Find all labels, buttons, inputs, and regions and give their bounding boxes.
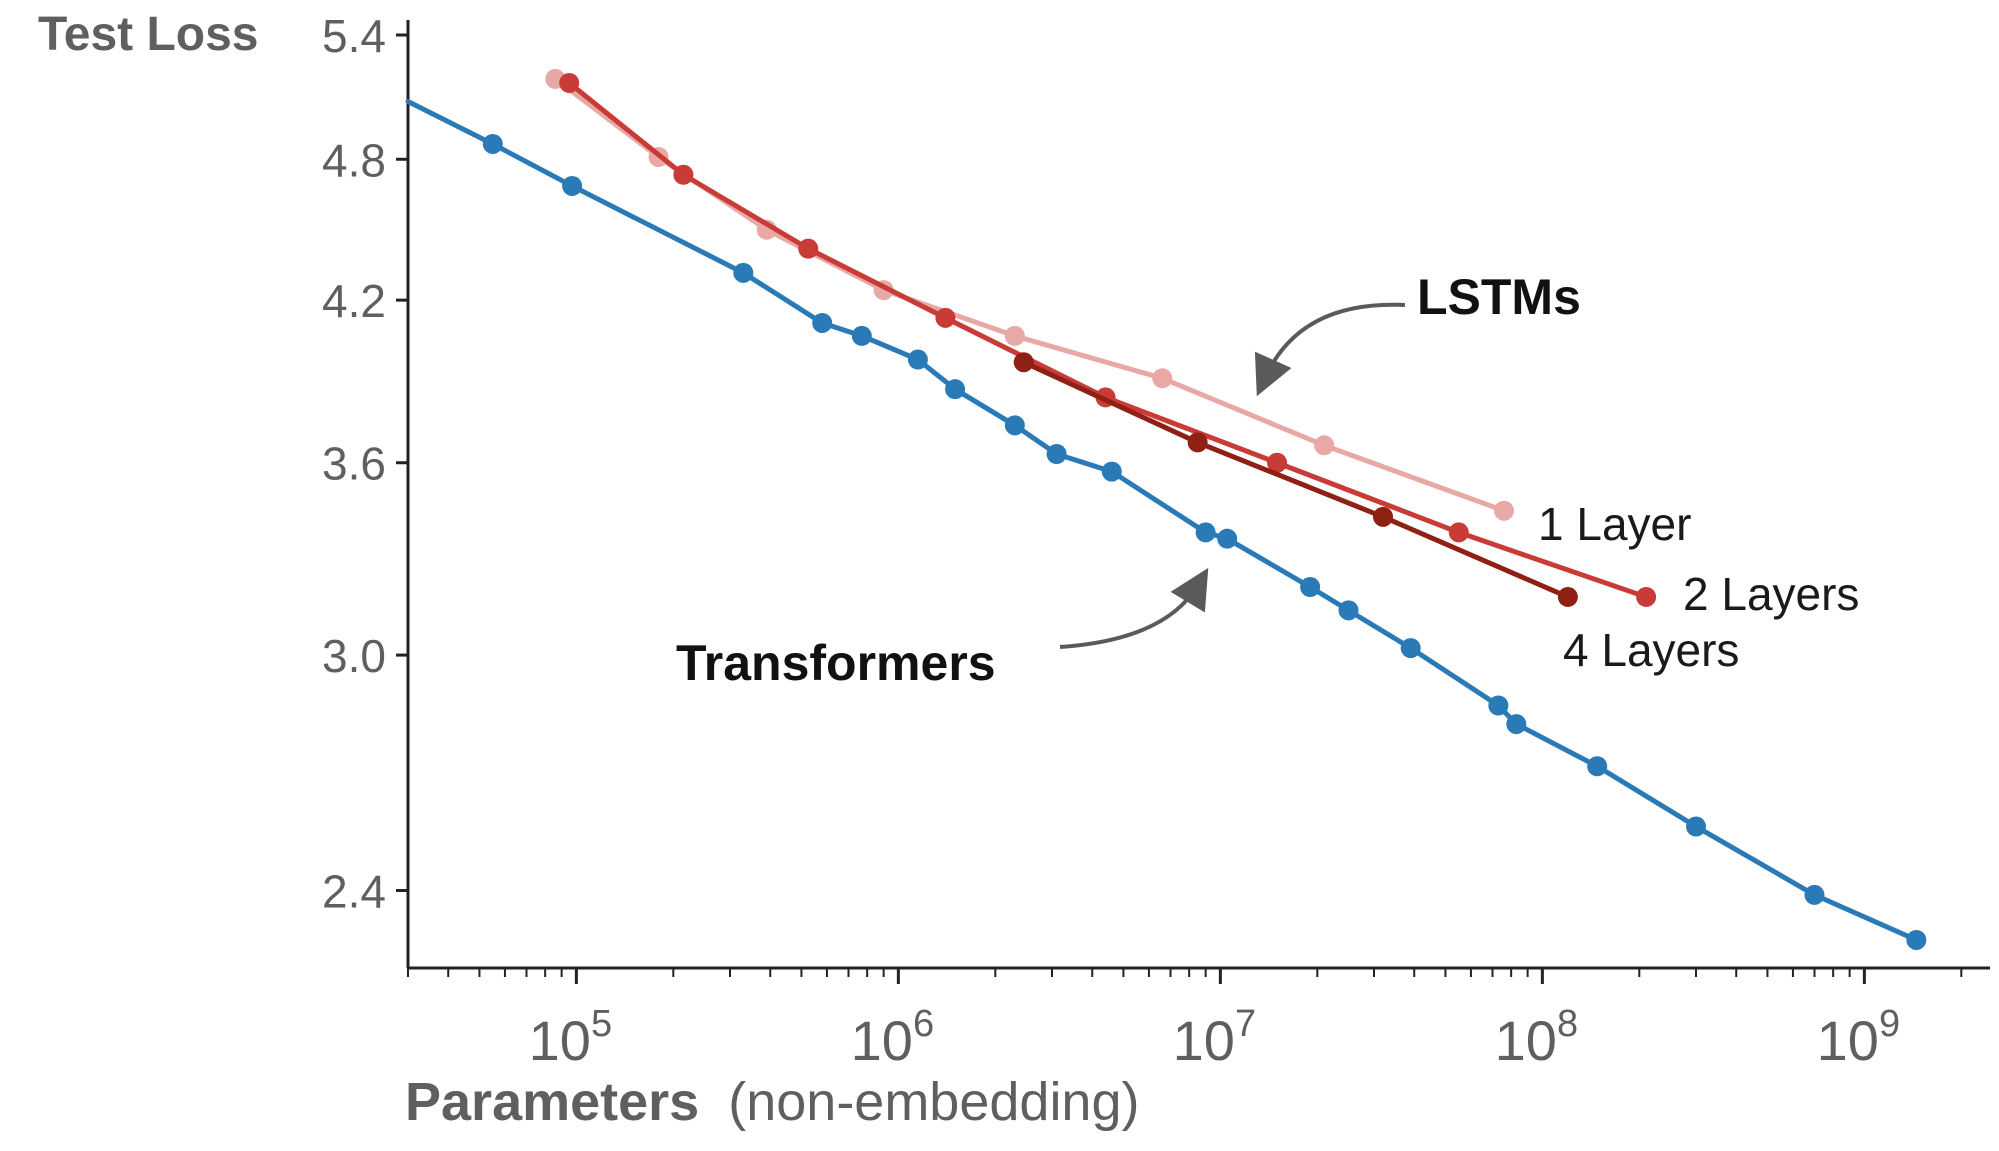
data-point-transformers — [1195, 522, 1216, 543]
data-point-transformers — [1587, 756, 1608, 777]
data-point-1-layer — [1152, 368, 1173, 389]
y-tick-label: 4.2 — [322, 275, 386, 327]
series-label-2-layers: 2 Layers — [1683, 568, 1859, 620]
x-axis-label-main: Parameters — [405, 1072, 699, 1132]
data-point-transformers — [851, 325, 872, 346]
data-point-transformers — [945, 379, 966, 400]
data-point-transformers — [482, 133, 503, 154]
x-tick-label: 105 — [529, 1003, 612, 1072]
data-point-transformers — [1004, 415, 1025, 436]
data-point-2-layers — [559, 72, 580, 93]
data-point-transformers — [1906, 929, 1927, 950]
data-point-transformers — [1101, 461, 1122, 482]
x-tick-label: 106 — [851, 1003, 934, 1072]
data-point-1-layer — [1004, 325, 1025, 346]
data-point-transformers — [1046, 443, 1067, 464]
series-line-2-layers — [566, 80, 1649, 600]
series-line-1-layer — [552, 76, 1507, 514]
data-point-transformers — [1686, 816, 1706, 837]
data-point-transformers — [1400, 638, 1421, 659]
data-point-transformers — [1338, 600, 1359, 621]
series-line-transformers — [405, 99, 1919, 943]
data-point-transformers — [1300, 577, 1321, 598]
data-point-4-layers — [1013, 352, 1034, 373]
data-point-2-layers — [935, 307, 956, 328]
y-tick-label: 3.0 — [322, 630, 386, 682]
series-layer — [405, 68, 1927, 950]
data-point-1-layer — [1493, 500, 1514, 521]
data-point-2-layers — [1448, 522, 1469, 543]
series-label-1-layer: 1 Layer — [1538, 498, 1691, 550]
y-ticks: 2.4 3.0 3.6 4.2 4.8 5.4 — [322, 10, 408, 917]
data-point-transformers — [1506, 714, 1527, 735]
data-point-4-layers — [1187, 432, 1208, 453]
data-point-4-layers — [1373, 506, 1394, 527]
data-point-4-layers — [1557, 586, 1578, 607]
x-axis-label: Parameters (non-embedding) — [405, 1072, 1139, 1132]
data-point-1-layer — [1314, 435, 1335, 456]
data-point-transformers — [1217, 528, 1238, 549]
x-ticks: 105 106 107 108 109 — [407, 968, 1963, 1072]
data-point-transformers — [907, 349, 928, 370]
y-tick-label: 2.4 — [322, 865, 386, 917]
data-point-2-layers — [1636, 586, 1657, 607]
data-point-transformers — [733, 262, 754, 283]
data-point-transformers — [1804, 884, 1825, 905]
annotation-lstms: LSTMs — [1417, 269, 1581, 325]
y-tick-label: 5.4 — [322, 10, 386, 62]
data-point-transformers — [812, 312, 833, 333]
data-point-transformers — [562, 175, 583, 196]
x-axis-label-sub: (non-embedding) — [728, 1072, 1139, 1132]
x-tick-label: 109 — [1817, 1003, 1900, 1072]
y-axis-label: Test Loss — [38, 8, 259, 61]
x-tick-label: 108 — [1495, 1003, 1578, 1072]
data-point-2-layers — [673, 164, 694, 185]
data-point-transformers — [1488, 695, 1509, 716]
annotation-transformers-arrow — [1059, 567, 1209, 649]
series-label-4-layers: 4 Layers — [1563, 624, 1739, 676]
x-tick-label: 107 — [1173, 1003, 1256, 1072]
y-tick-label: 4.8 — [322, 134, 386, 186]
data-point-2-layers — [1267, 452, 1288, 473]
series-line-4-layers — [1021, 359, 1571, 600]
annotation-transformers: Transformers — [676, 635, 996, 691]
annotation-lstms-arrow — [1254, 302, 1406, 397]
y-tick-label: 3.6 — [322, 438, 386, 490]
data-point-2-layers — [798, 238, 819, 259]
